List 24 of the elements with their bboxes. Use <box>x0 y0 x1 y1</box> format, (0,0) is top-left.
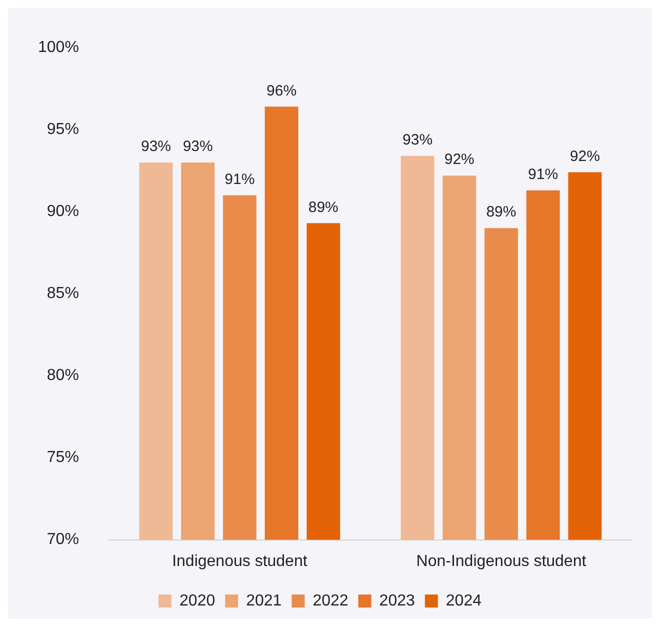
y-tick-label: 90% <box>46 203 79 220</box>
y-tick-label: 80% <box>46 367 79 384</box>
legend-label: 2024 <box>446 592 482 610</box>
x-tick-label: Non-Indigenous student <box>416 552 587 570</box>
y-tick-label: 100% <box>38 39 79 56</box>
data-label: 89% <box>486 204 516 221</box>
y-tick-label: 75% <box>46 449 79 466</box>
data-label: 93% <box>182 138 213 156</box>
data-label: 89% <box>308 198 338 216</box>
legend-label: 2021 <box>246 592 282 610</box>
y-tick-label: 70% <box>46 531 79 548</box>
data-label: 96% <box>266 82 297 100</box>
y-tick-label: 95% <box>46 121 79 138</box>
data-label: 93% <box>140 138 172 156</box>
data-label: 91% <box>224 170 255 188</box>
y-tick-label: 85% <box>46 285 79 302</box>
data-label: 92% <box>570 148 600 165</box>
legend-label: 2023 <box>379 592 415 610</box>
data-label: 92% <box>444 151 474 168</box>
data-label: 93% <box>402 132 433 149</box>
data-label: 91% <box>528 166 558 183</box>
x-tick-label: Indigenous student <box>172 552 308 570</box>
legend-label: 2020 <box>180 592 216 610</box>
legend-label: 2022 <box>312 592 348 610</box>
